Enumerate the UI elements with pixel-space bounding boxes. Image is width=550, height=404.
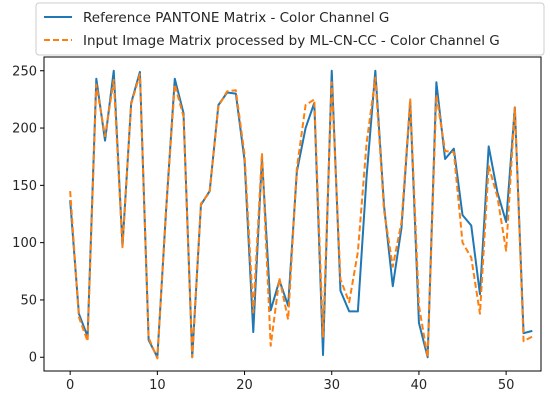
series-layer [69, 69, 533, 360]
y-tick-label: 150 [12, 179, 37, 194]
plot-frame [43, 56, 542, 372]
y-tick-label: 200 [12, 122, 37, 137]
y-tick-label: 100 [12, 236, 37, 251]
x-tick-label: 10 [149, 378, 166, 393]
x-axis: 0 10 20 30 40 50 [66, 371, 514, 393]
y-tick-label: 50 [20, 293, 37, 308]
legend-label-reference: Reference PANTONE Matrix - Color Channel… [83, 10, 389, 26]
y-tick-label: 250 [12, 64, 37, 79]
series-line-input [69, 73, 533, 360]
y-tick-label: 0 [29, 351, 37, 366]
legend-frame [35, 2, 545, 56]
y-axis: 0 50 100 150 200 250 [12, 64, 44, 366]
legend-label-input: Input Image Matrix processed by ML-CN-CC… [83, 33, 500, 49]
x-tick-label: 50 [498, 378, 515, 393]
x-tick-label: 30 [323, 378, 340, 393]
x-tick-label: 0 [66, 378, 74, 393]
x-tick-label: 40 [411, 378, 428, 393]
legend: Reference PANTONE Matrix - Color Channel… [35, 2, 545, 56]
x-tick-label: 20 [236, 378, 253, 393]
plot-area [43, 56, 542, 372]
